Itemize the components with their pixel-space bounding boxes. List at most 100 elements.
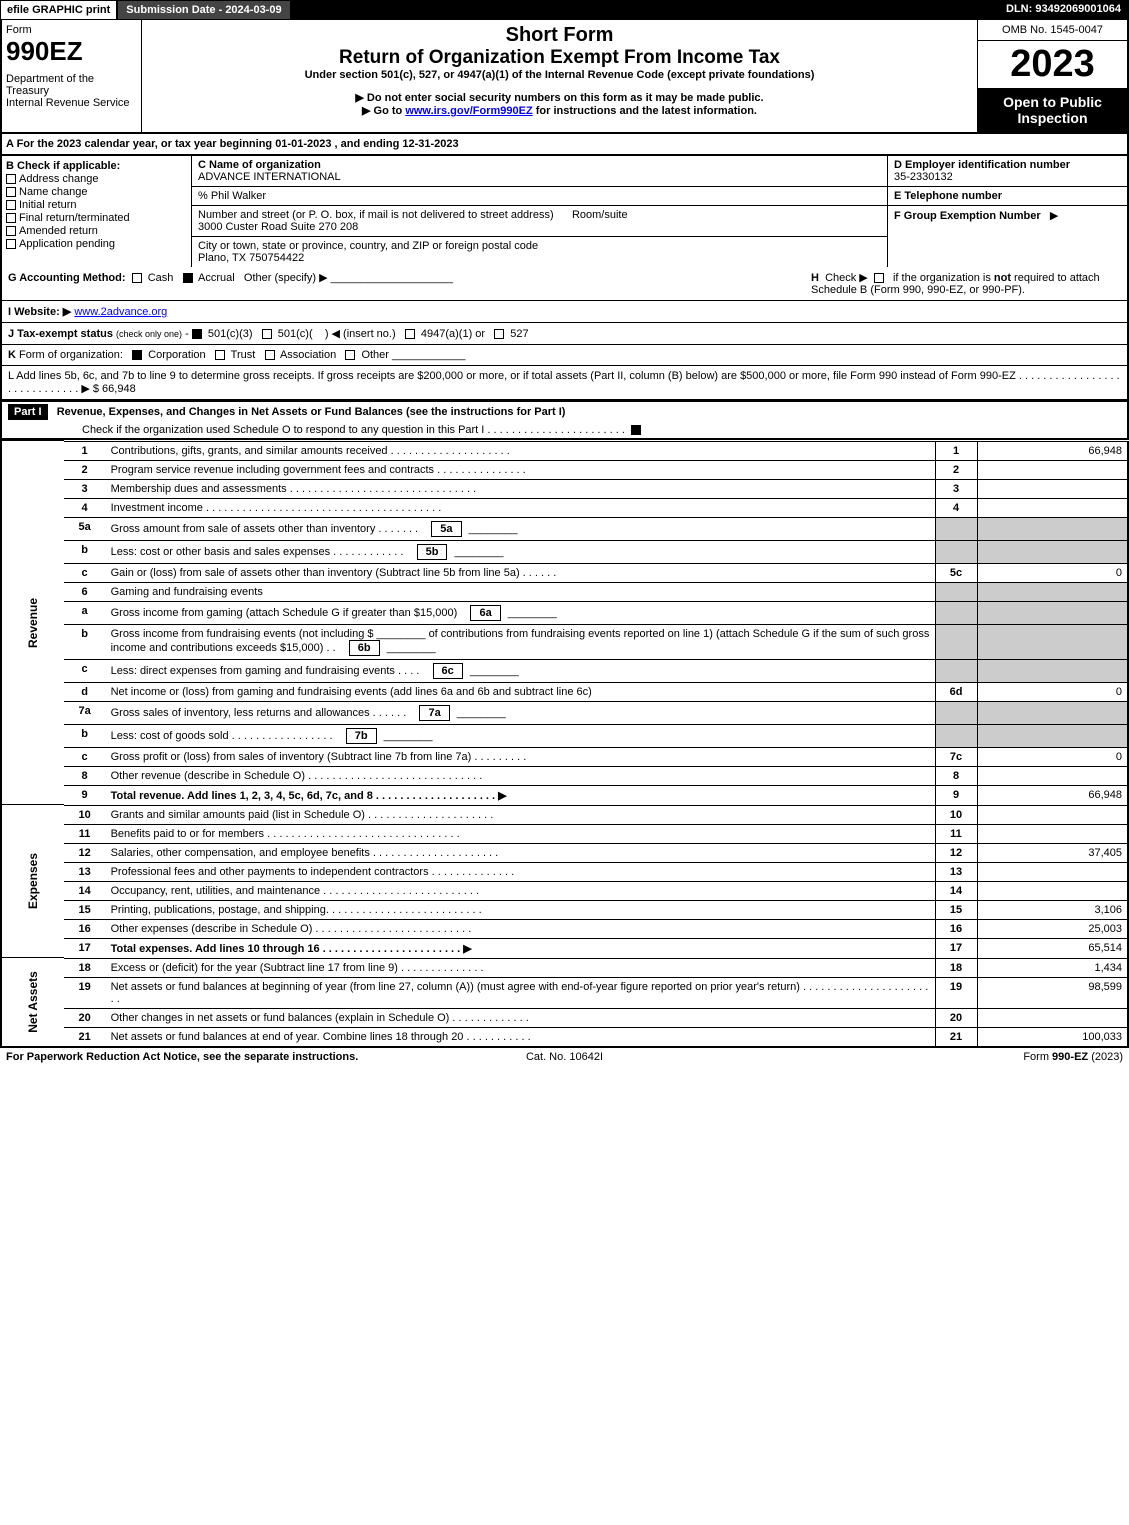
check-trust[interactable] [215, 350, 225, 360]
line-6d: dNet income or (loss) from gaming and fu… [64, 682, 1127, 701]
line-2: 2Program service revenue including gover… [64, 460, 1127, 479]
line-7c: cGross profit or (loss) from sales of in… [64, 747, 1127, 766]
line-6-shade1 [935, 582, 977, 601]
website-link[interactable]: www.2advance.org [74, 306, 167, 318]
check-corporation[interactable] [132, 350, 142, 360]
line-5a-desc: Gross amount from sale of assets other t… [106, 517, 935, 540]
check-application-pending[interactable]: Application pending [6, 238, 187, 250]
line-2-desc: Program service revenue including govern… [106, 460, 935, 479]
line-6a: aGross income from gaming (attach Schedu… [64, 601, 1127, 624]
subtitle: Under section 501(c), 527, or 4947(a)(1)… [146, 69, 973, 81]
line-1-desc: Contributions, gifts, grants, and simila… [106, 441, 935, 460]
section-e: E Telephone number [888, 187, 1127, 206]
line-19-val: 98,599 [977, 977, 1127, 1008]
check-501c3[interactable] [192, 329, 202, 339]
section-l-text: L Add lines 5b, 6c, and 7b to line 9 to … [8, 370, 1120, 395]
org-name-block: C Name of organization ADVANCE INTERNATI… [192, 156, 887, 187]
line-7b: bLess: cost of goods sold . . . . . . . … [64, 724, 1127, 747]
line-6c: cLess: direct expenses from gaming and f… [64, 659, 1127, 682]
paperwork-notice: For Paperwork Reduction Act Notice, see … [6, 1051, 378, 1063]
line-21: 21Net assets or fund balances at end of … [64, 1027, 1127, 1046]
line-5b-desc: Less: cost or other basis and sales expe… [106, 540, 935, 563]
line-6-num: 6 [64, 582, 106, 601]
section-j: J Tax-exempt status (check only one) - 5… [0, 323, 1129, 345]
line-6b: bGross income from fundraising events (n… [64, 624, 1127, 659]
submission-date: Submission Date - 2024-03-09 [117, 0, 290, 20]
check-cash[interactable] [132, 273, 142, 283]
right-header-block: OMB No. 1545-0047 2023 Open to Public In… [977, 20, 1127, 132]
line-6c-shade2 [977, 659, 1127, 682]
check-501c[interactable] [262, 329, 272, 339]
line-3-val [977, 479, 1127, 498]
line-3-num: 3 [64, 479, 106, 498]
check-association[interactable] [265, 350, 275, 360]
check-527[interactable] [494, 329, 504, 339]
revenue-lines: 1Contributions, gifts, grants, and simil… [64, 441, 1127, 805]
check-amended-return[interactable]: Amended return [6, 225, 187, 237]
line-15-num: 15 [64, 900, 106, 919]
efile-print-label[interactable]: efile GRAPHIC print [0, 0, 117, 20]
group-exemption-label: F Group Exemption Number [894, 210, 1041, 222]
line-14-desc: Occupancy, rent, utilities, and maintena… [106, 881, 935, 900]
check-accrual[interactable] [183, 273, 193, 283]
line-7a-shade2 [977, 701, 1127, 724]
check-name-change[interactable]: Name change [6, 186, 187, 198]
netassets-vert: Net Assets [26, 971, 40, 1033]
line-5a-shade2 [977, 517, 1127, 540]
line-5a-shade1 [935, 517, 977, 540]
line-1-num: 1 [64, 441, 106, 460]
line-6c-num: c [64, 659, 106, 682]
line-7c-val: 0 [977, 747, 1127, 766]
instructions-link-line: ▶ Go to www.irs.gov/Form990EZ for instru… [146, 104, 973, 117]
section-c-label: C Name of organization [198, 159, 881, 171]
check-final-return[interactable]: Final return/terminated [6, 212, 187, 224]
line-7b-shade1 [935, 724, 977, 747]
line-2-num: 2 [64, 460, 106, 479]
line-6-desc: Gaming and fundraising events [106, 582, 935, 601]
schedule-o-check-text: Check if the organization used Schedule … [82, 424, 625, 436]
check-4947a1[interactable] [405, 329, 415, 339]
line-16-num: 16 [64, 919, 106, 938]
group-exemption-arrow: ▶ [1050, 210, 1058, 222]
form-code: 990EZ [6, 36, 137, 67]
line-3-box: 3 [935, 479, 977, 498]
line-16-val: 25,003 [977, 919, 1127, 938]
line-6c-shade1 [935, 659, 977, 682]
line-3: 3Membership dues and assessments . . . .… [64, 479, 1127, 498]
line-5c: cGain or (loss) from sale of assets othe… [64, 563, 1127, 582]
side-label-revenue: Revenue [1, 441, 64, 805]
form-ref-pre: Form [1023, 1051, 1052, 1063]
line-6b-desc: Gross income from fundraising events (no… [106, 624, 935, 659]
public-inspection: Open to Public Inspection [978, 88, 1127, 132]
instructions-link[interactable]: www.irs.gov/Form990EZ [405, 105, 532, 117]
line-6b-desc1: Gross income from fundraising events (no… [111, 628, 374, 640]
line-4-desc: Investment income . . . . . . . . . . . … [106, 498, 935, 517]
line-6c-desc: Less: direct expenses from gaming and fu… [106, 659, 935, 682]
main-title: Return of Organization Exempt From Incom… [146, 47, 973, 69]
part-i-title: Revenue, Expenses, and Changes in Net As… [57, 406, 566, 418]
line-14-box: 14 [935, 881, 977, 900]
line-6b-shade1 [935, 624, 977, 659]
side-label-expenses: Expenses [1, 805, 64, 958]
line-8: 8Other revenue (describe in Schedule O) … [64, 766, 1127, 785]
section-k: K Form of organization: Corporation Trus… [0, 345, 1129, 366]
line-9-desctext: Total revenue. Add lines 1, 2, 3, 4, 5c,… [111, 790, 507, 802]
check-other[interactable] [345, 350, 355, 360]
section-i: I Website: ▶ www.2advance.org [0, 301, 1129, 323]
line-11-num: 11 [64, 824, 106, 843]
line-18-desc: Excess or (deficit) for the year (Subtra… [106, 958, 935, 977]
line-4: 4Investment income . . . . . . . . . . .… [64, 498, 1127, 517]
line-4-box: 4 [935, 498, 977, 517]
check-address-change[interactable]: Address change [6, 173, 187, 185]
check-schedule-b[interactable] [874, 273, 884, 283]
line-5a-num: 5a [64, 517, 106, 540]
line-3-desc: Membership dues and assessments . . . . … [106, 479, 935, 498]
check-schedule-o-part-i[interactable] [631, 425, 641, 435]
go-to-prefix: Go to [374, 105, 406, 117]
website-label: I Website: ▶ [8, 306, 71, 318]
line-7b-desctext: Less: cost of goods sold . . . . . . . .… [111, 730, 333, 742]
check-initial-return[interactable]: Initial return [6, 199, 187, 211]
section-a-tax-year: A For the 2023 calendar year, or tax yea… [0, 134, 1129, 156]
section-g-label: G Accounting Method: [8, 272, 126, 284]
line-5b-shade1 [935, 540, 977, 563]
